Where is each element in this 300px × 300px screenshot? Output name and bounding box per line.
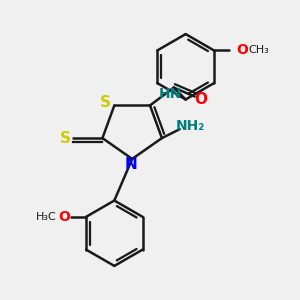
Text: CH₃: CH₃ <box>248 45 269 56</box>
Text: HN: HN <box>159 86 182 100</box>
Text: S: S <box>100 95 111 110</box>
Text: S: S <box>60 130 71 146</box>
Text: NH₂: NH₂ <box>176 119 205 133</box>
Text: N: N <box>124 158 137 172</box>
Text: O: O <box>236 44 248 57</box>
Text: O: O <box>58 210 70 224</box>
Text: H₃C: H₃C <box>35 212 56 222</box>
Text: O: O <box>194 92 207 107</box>
